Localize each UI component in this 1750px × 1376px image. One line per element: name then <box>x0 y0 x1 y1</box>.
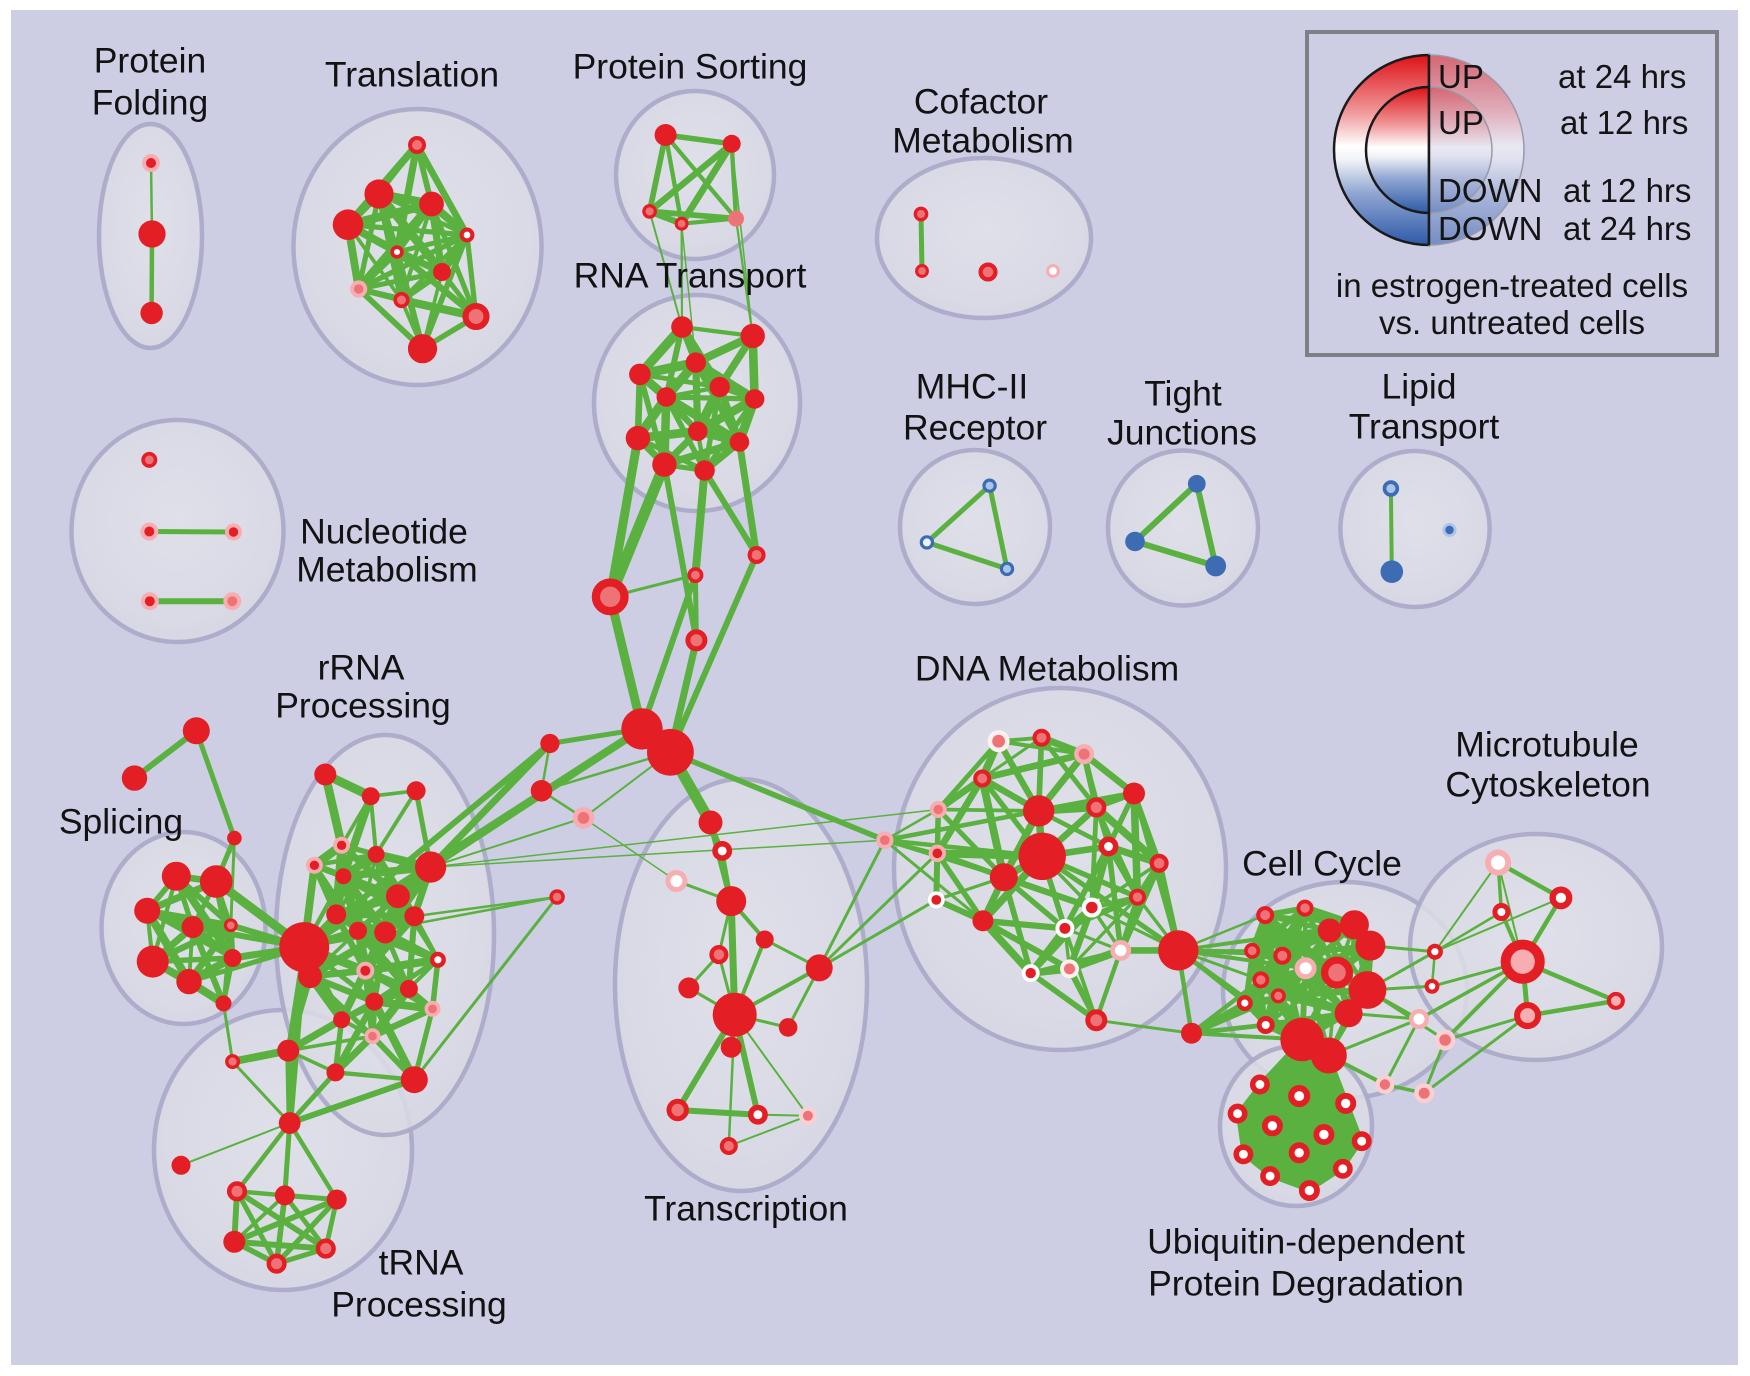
svg-text:Translation: Translation <box>325 54 499 94</box>
svg-text:rRNA: rRNA <box>318 647 405 687</box>
svg-text:Ubiquitin-dependent: Ubiquitin-dependent <box>1147 1221 1465 1261</box>
svg-text:tRNA: tRNA <box>379 1242 464 1282</box>
svg-text:Transcription: Transcription <box>644 1188 848 1228</box>
svg-text:Protein Degradation: Protein Degradation <box>1148 1263 1464 1303</box>
svg-text:Junctions: Junctions <box>1107 412 1257 452</box>
svg-text:Protein Sorting: Protein Sorting <box>573 46 808 86</box>
svg-text:Cell Cycle: Cell Cycle <box>1242 843 1402 883</box>
svg-text:UP: UP <box>1438 104 1484 141</box>
svg-text:UP: UP <box>1438 58 1484 95</box>
svg-text:at 12 hrs: at 12 hrs <box>1563 172 1691 209</box>
svg-text:Metabolism: Metabolism <box>892 120 1074 160</box>
svg-text:Tight: Tight <box>1144 373 1222 413</box>
svg-text:Processing: Processing <box>331 1284 507 1324</box>
svg-text:Microtubule: Microtubule <box>1455 724 1639 764</box>
svg-text:MHC-II: MHC-II <box>916 366 1028 406</box>
svg-text:DNA Metabolism: DNA Metabolism <box>915 648 1179 688</box>
svg-text:Folding: Folding <box>92 82 208 122</box>
svg-text:Cofactor: Cofactor <box>914 81 1048 121</box>
svg-text:in estrogen-treated cells: in estrogen-treated cells <box>1336 267 1688 304</box>
svg-text:Protein: Protein <box>94 40 206 80</box>
svg-text:Splicing: Splicing <box>59 801 183 841</box>
svg-text:RNA Transport: RNA Transport <box>574 255 807 295</box>
svg-text:Nucleotide: Nucleotide <box>300 511 468 551</box>
svg-text:DOWN: DOWN <box>1438 172 1542 209</box>
svg-text:DOWN: DOWN <box>1438 210 1542 247</box>
svg-text:Lipid: Lipid <box>1381 366 1456 406</box>
svg-text:at 24 hrs: at 24 hrs <box>1558 58 1686 95</box>
svg-text:Transport: Transport <box>1349 406 1500 446</box>
svg-text:Processing: Processing <box>275 685 451 725</box>
svg-text:at 24 hrs: at 24 hrs <box>1563 210 1691 247</box>
svg-text:vs. untreated cells: vs. untreated cells <box>1379 304 1645 341</box>
svg-text:Receptor: Receptor <box>903 407 1047 447</box>
svg-text:at 12 hrs: at 12 hrs <box>1560 104 1688 141</box>
svg-text:Metabolism: Metabolism <box>296 549 478 589</box>
svg-text:Cytoskeleton: Cytoskeleton <box>1445 764 1650 804</box>
